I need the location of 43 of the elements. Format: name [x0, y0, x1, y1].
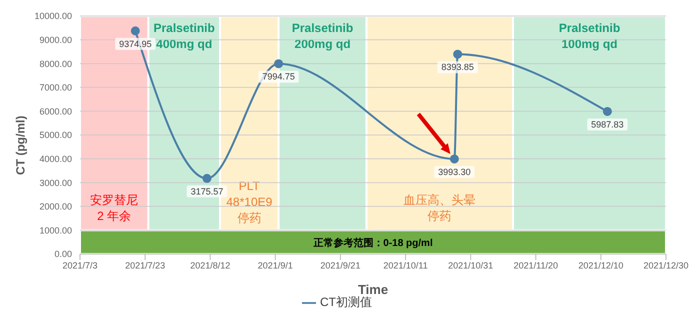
- band-label: PLT 48*10E9 停药: [226, 179, 273, 225]
- band-label: Pralsetinib 100mg qd: [558, 21, 620, 51]
- point: [602, 106, 612, 116]
- x-tick-label: 2021/11/20: [514, 260, 558, 270]
- data-label: 8393.85: [441, 62, 474, 72]
- point: [202, 174, 212, 183]
- y-tick-label: 4000.00: [39, 154, 72, 164]
- point: [130, 26, 140, 36]
- band-label: 正常参考范围：0-18 pg/ml: [312, 237, 433, 250]
- point: [453, 50, 462, 59]
- data-label: 7994.75: [262, 72, 295, 82]
- x-tick-label: 2021/7/23: [125, 260, 166, 270]
- data-label: 9374.95: [119, 38, 152, 49]
- y-tick-label: 0.00: [54, 249, 72, 260]
- y-tick-label: 3000.00: [39, 178, 72, 188]
- band-label: 安罗替尼 2 年余: [90, 193, 138, 223]
- x-tick-label: 2021/12/30: [643, 260, 689, 270]
- y-tick-label: 6000.00: [39, 106, 72, 116]
- y-tick-label: 2000.00: [39, 202, 72, 212]
- x-tick-label: 2021/9/1: [258, 260, 293, 270]
- x-tick-label: 2021/8/12: [190, 260, 230, 270]
- y-tick-label: 9000.00: [39, 34, 72, 45]
- band-label: 血压高、头晕停药: [404, 193, 476, 223]
- band-label: Pralsetinib 200mg qd: [292, 21, 354, 51]
- y-tick-label: 1000.00: [39, 225, 72, 236]
- y-tick-label: 5000.00: [39, 130, 72, 140]
- y-tick-label: 10000.00: [34, 11, 72, 22]
- point: [450, 154, 459, 164]
- point: [274, 59, 284, 68]
- y-axis-title: CT (pg/ml): [13, 116, 28, 175]
- data-label: 3175.57: [190, 186, 224, 196]
- y-tick-label: 7000.00: [39, 82, 72, 93]
- x-tick-label: 2021/10/11: [383, 260, 428, 270]
- data-label: 3993.30: [438, 166, 471, 177]
- x-axis-title: Time: [358, 282, 388, 297]
- data-label: 5987.83: [591, 119, 624, 130]
- x-tick-label: 2021/12/10: [578, 260, 624, 270]
- y-tick-label: 8000.00: [39, 58, 72, 69]
- legend-label: CT初测值: [320, 295, 372, 309]
- x-tick-label: 2021/9/21: [320, 260, 360, 270]
- x-tick-label: 2021/7/3: [62, 260, 98, 270]
- band-label: Pralsetinib 400mg qd: [154, 21, 215, 51]
- x-tick-label: 2021/10/31: [448, 260, 494, 270]
